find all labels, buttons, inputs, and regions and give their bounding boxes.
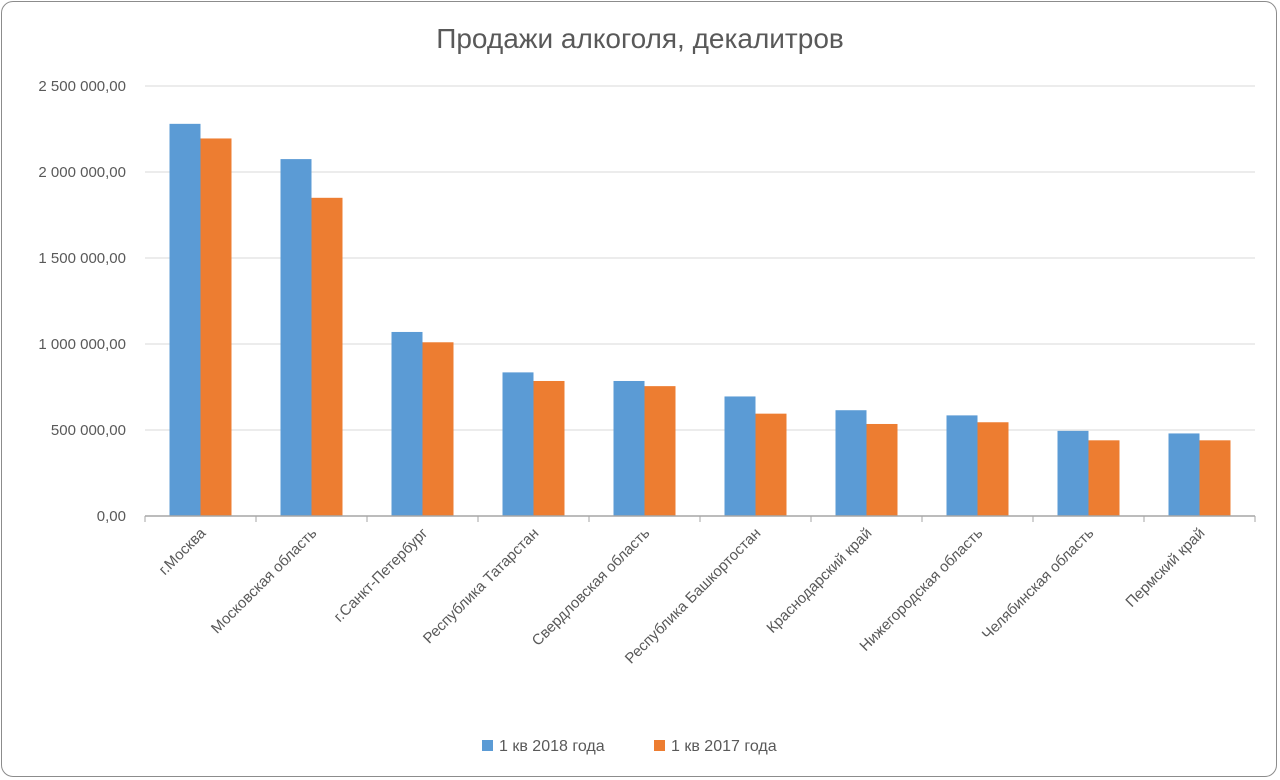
bar: [1057, 430, 1089, 516]
y-tick-label: 500 000,00: [51, 422, 126, 439]
x-category-label: Краснодарский край: [763, 525, 875, 637]
legend-label: 1 кв 2018 года: [499, 738, 605, 755]
x-category-label: Республика Татарстан: [420, 525, 542, 647]
bar: [1088, 440, 1120, 516]
legend-swatch: [482, 740, 493, 751]
x-category-label: Пермский край: [1122, 525, 1208, 611]
bar: [835, 410, 867, 516]
legend: 1 кв 2018 года 1 кв 2017 года: [482, 738, 777, 755]
chart-title: Продажи алкоголя, декалитров: [436, 23, 844, 54]
y-tick-label: 2 500 000,00: [38, 78, 126, 95]
y-tick-label: 2 000 000,00: [38, 164, 126, 181]
bar: [977, 422, 1009, 516]
bar: [724, 396, 756, 516]
bar: [391, 331, 423, 516]
bar: [200, 138, 232, 516]
bar: [755, 413, 787, 516]
x-category-label: Московская область: [208, 525, 321, 638]
x-category-label: г.Санкт-Петербург: [331, 524, 432, 625]
x-axis: [144, 515, 1256, 522]
bar: [644, 386, 676, 516]
y-tick-label: 0,00: [97, 508, 126, 525]
bar: [533, 380, 565, 516]
bar: [311, 197, 343, 517]
bar: [422, 342, 454, 516]
y-tick-label: 1 000 000,00: [38, 336, 126, 353]
x-category-label: Нижегородская область: [856, 525, 986, 655]
y-tick-label: 1 500 000,00: [38, 250, 126, 267]
bar: [502, 372, 534, 516]
y-axis-ticks: 0,00 500 000,00 1 000 000,00 1 500 000,00 2 …: [38, 78, 126, 525]
bar: [280, 159, 312, 516]
legend-swatch: [654, 740, 665, 751]
x-category-label: Челябинская область: [979, 525, 1098, 644]
bar: [169, 123, 201, 516]
legend-label: 1 кв 2017 года: [671, 738, 777, 755]
bar: [946, 415, 978, 516]
x-category-label: г.Москва: [156, 524, 210, 578]
bar: [1199, 440, 1231, 516]
bar: [1168, 433, 1200, 516]
bars: [169, 123, 1231, 517]
bar: [613, 380, 645, 516]
bar: [866, 423, 898, 516]
x-category-label: Свердловская область: [529, 525, 654, 650]
